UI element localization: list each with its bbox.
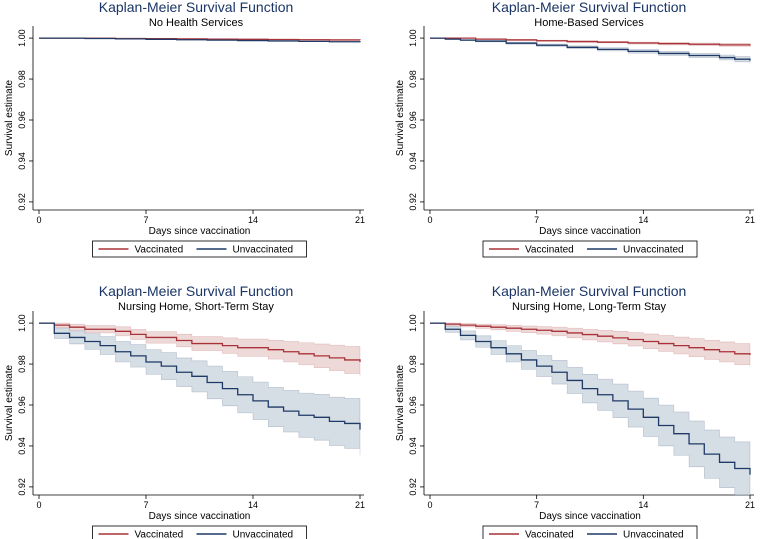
legend-box bbox=[92, 525, 307, 539]
y-tick-label: 0.98 bbox=[408, 355, 418, 373]
chart-title: Kaplan-Meier Survival Function bbox=[99, 283, 294, 299]
ci-band-vaccinated bbox=[39, 322, 361, 377]
km-panel-3: Kaplan-Meier Survival Function Nursing Ho… bbox=[4, 283, 365, 539]
x-tick-label: 21 bbox=[745, 215, 755, 225]
legend-label-unvaccinated: Unvaccinated bbox=[623, 530, 684, 539]
chart-title: Kaplan-Meier Survival Function bbox=[492, 0, 687, 15]
survival-line-vaccinated bbox=[39, 322, 361, 362]
x-tick-label: 0 bbox=[427, 215, 432, 225]
legend-label-vaccinated: Vaccinated bbox=[135, 530, 184, 539]
chart-subtitle: Nursing Home, Short-Term Stay bbox=[118, 301, 274, 313]
y-axis-label: Survival estimate bbox=[395, 364, 406, 441]
legend-label-unvaccinated: Unvaccinated bbox=[623, 245, 684, 256]
x-tick-label: 21 bbox=[745, 500, 755, 510]
x-tick-label: 14 bbox=[248, 215, 258, 225]
y-tick-label: 0.92 bbox=[17, 478, 27, 496]
x-tick-label: 0 bbox=[427, 500, 432, 510]
legend: Vaccinated Unvaccinated bbox=[482, 525, 698, 539]
x-tick-label: 7 bbox=[143, 215, 148, 225]
x-tick-label: 21 bbox=[355, 500, 365, 510]
x-tick-label: 14 bbox=[638, 215, 648, 225]
chart-title: Kaplan-Meier Survival Function bbox=[99, 0, 294, 15]
chart-subtitle: No Health Services bbox=[149, 17, 244, 29]
y-tick-label: 1.00 bbox=[408, 29, 418, 47]
survival-line-unvaccinated bbox=[430, 322, 751, 475]
y-tick-label: 0.94 bbox=[17, 152, 27, 170]
legend-box bbox=[482, 525, 698, 539]
y-tick-label: 0.92 bbox=[408, 193, 418, 211]
y-axis-label: Survival estimate bbox=[4, 79, 15, 156]
y-tick-label: 1.00 bbox=[17, 314, 27, 332]
y-tick-label: 0.94 bbox=[408, 437, 418, 455]
y-tick-label: 0.92 bbox=[17, 193, 27, 211]
y-tick-label: 0.92 bbox=[408, 478, 418, 496]
y-axis-label: Survival estimate bbox=[4, 364, 15, 441]
x-axis-label: Days since vaccination bbox=[539, 511, 641, 522]
x-axis-label: Days since vaccination bbox=[149, 226, 251, 237]
survival-line-unvaccinated bbox=[39, 322, 361, 430]
chart-title: Kaplan-Meier Survival Function bbox=[492, 283, 687, 299]
legend-label-unvaccinated: Unvaccinated bbox=[233, 245, 294, 256]
y-tick-label: 0.98 bbox=[17, 70, 27, 88]
y-tick-label: 1.00 bbox=[408, 314, 418, 332]
x-axis-label: Days since vaccination bbox=[539, 226, 641, 237]
y-axis-label: Survival estimate bbox=[395, 79, 406, 156]
x-tick-label: 0 bbox=[36, 215, 41, 225]
y-tick-label: 0.94 bbox=[408, 152, 418, 170]
x-tick-label: 14 bbox=[248, 500, 258, 510]
x-tick-label: 21 bbox=[355, 215, 365, 225]
legend-label-vaccinated: Vaccinated bbox=[525, 245, 574, 256]
survival-line-unvaccinated bbox=[430, 37, 751, 61]
x-tick-label: 7 bbox=[534, 215, 539, 225]
survival-line-unvaccinated bbox=[39, 37, 361, 43]
x-axis-label: Days since vaccination bbox=[149, 511, 251, 522]
legend: Vaccinated Unvaccinated bbox=[92, 240, 307, 258]
km-panel-2: Kaplan-Meier Survival Function Home-Based… bbox=[395, 0, 755, 258]
legend: Vaccinated Unvaccinated bbox=[92, 525, 307, 539]
survival-line-vaccinated bbox=[430, 322, 751, 355]
km-panel-1: Kaplan-Meier Survival Function No Health … bbox=[4, 0, 365, 258]
y-tick-label: 0.96 bbox=[408, 396, 418, 414]
y-tick-label: 0.96 bbox=[17, 111, 27, 129]
survival-line-vaccinated bbox=[430, 37, 751, 46]
km-panel-4: Kaplan-Meier Survival Function Nursing Ho… bbox=[395, 283, 755, 539]
legend-label-unvaccinated: Unvaccinated bbox=[233, 530, 294, 539]
x-tick-label: 7 bbox=[534, 500, 539, 510]
legend-label-vaccinated: Vaccinated bbox=[135, 245, 184, 256]
ci-band-unvaccinated bbox=[39, 322, 361, 456]
legend: Vaccinated Unvaccinated bbox=[482, 240, 698, 258]
y-tick-label: 0.98 bbox=[408, 70, 418, 88]
legend-label-vaccinated: Vaccinated bbox=[525, 530, 574, 539]
ci-band-vaccinated bbox=[430, 322, 751, 367]
chart-subtitle: Home-Based Services bbox=[534, 17, 644, 29]
y-tick-label: 0.94 bbox=[17, 437, 27, 455]
chart-subtitle: Nursing Home, Long-Term Stay bbox=[512, 301, 667, 313]
y-tick-label: 1.00 bbox=[17, 29, 27, 47]
x-tick-label: 7 bbox=[143, 500, 148, 510]
y-tick-label: 0.96 bbox=[17, 396, 27, 414]
x-tick-label: 14 bbox=[638, 500, 648, 510]
y-tick-label: 0.98 bbox=[17, 355, 27, 373]
y-tick-label: 0.96 bbox=[408, 111, 418, 129]
x-tick-label: 0 bbox=[36, 500, 41, 510]
